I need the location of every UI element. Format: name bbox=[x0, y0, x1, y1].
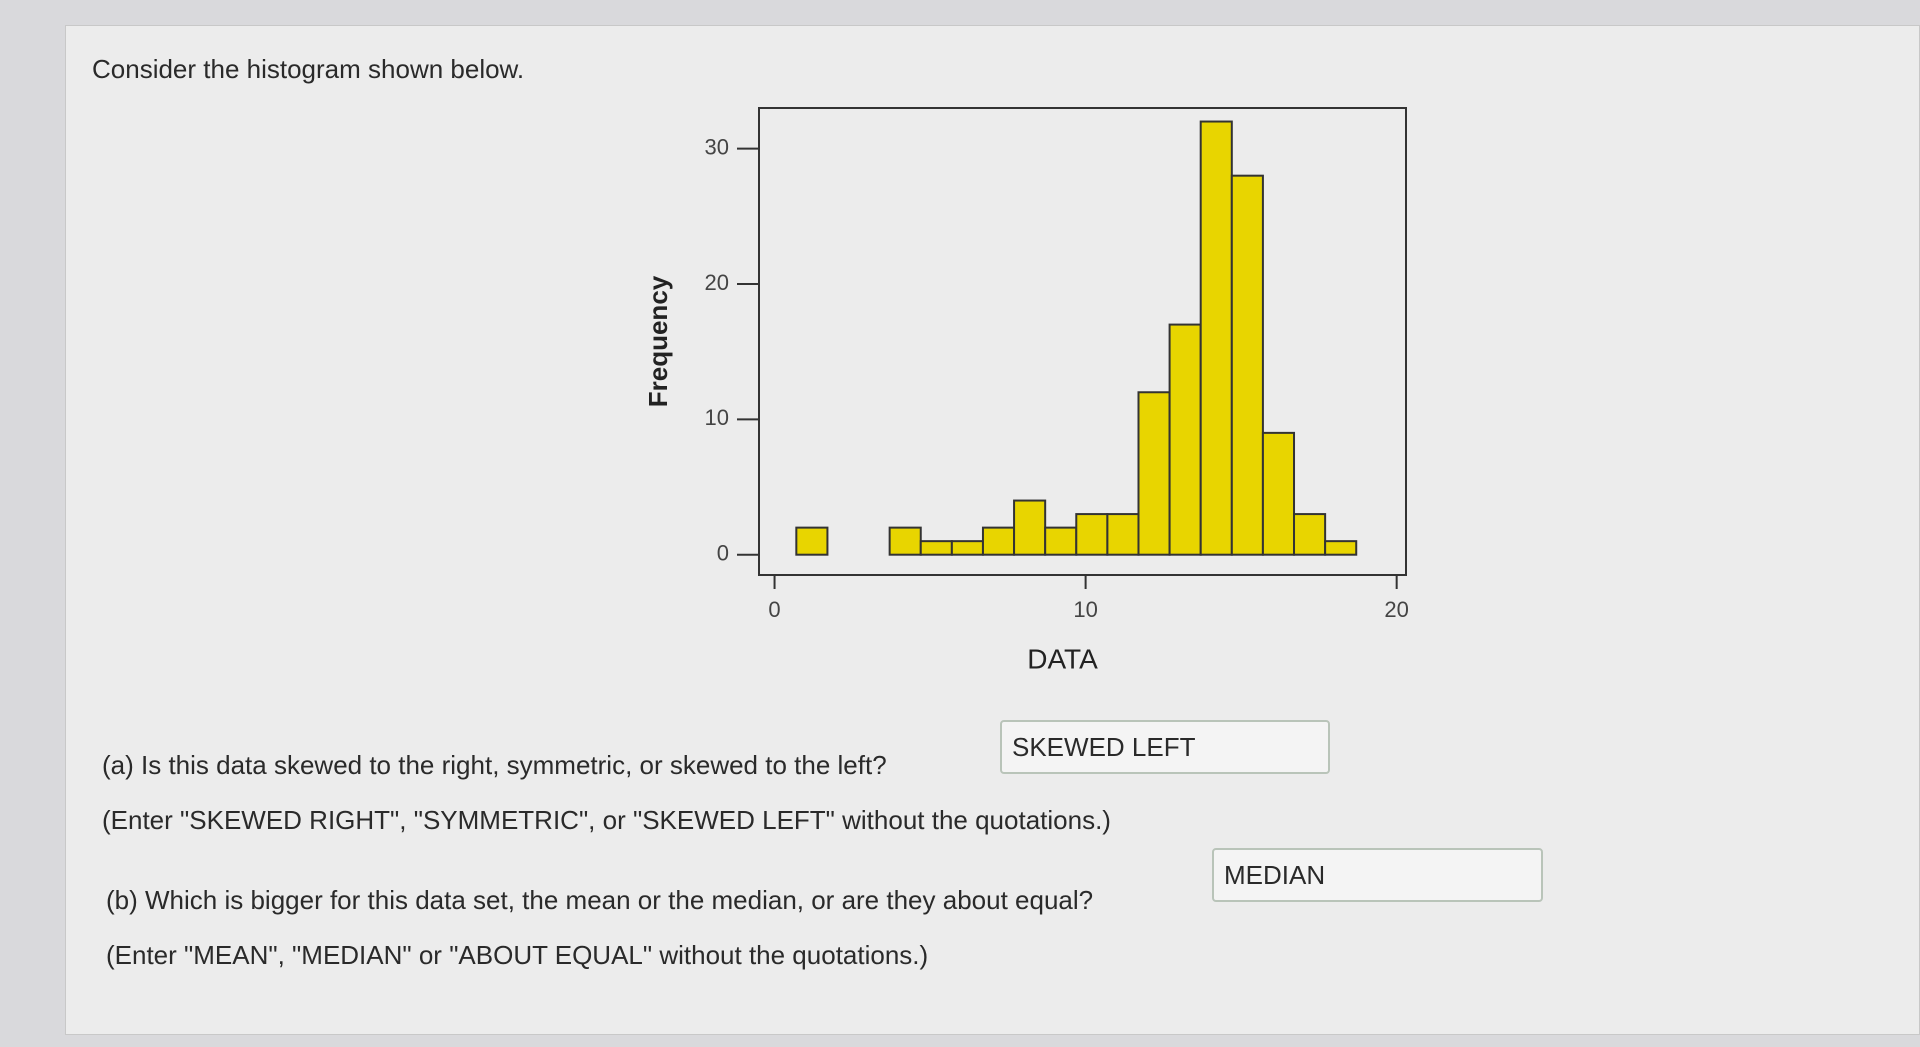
x-axis-label: DATA bbox=[1027, 643, 1098, 674]
question-b: (b) Which is bigger for this data set, t… bbox=[106, 885, 1094, 915]
y-tick-label: 0 bbox=[717, 541, 729, 566]
y-tick-label: 20 bbox=[705, 270, 729, 295]
histogram: 0 10 20 30 0 10 20 DATA Frequency bbox=[643, 107, 1409, 674]
plot-frame bbox=[758, 107, 1407, 576]
answer-input-b[interactable]: MEDIAN bbox=[1212, 848, 1543, 902]
bar bbox=[1075, 513, 1109, 556]
bar bbox=[1013, 499, 1047, 556]
answer-input-a[interactable]: SKEWED LEFT bbox=[1000, 720, 1330, 774]
bar bbox=[795, 526, 829, 556]
x-tick-label: 20 bbox=[1384, 597, 1408, 622]
hint-a: (Enter "SKEWED RIGHT", "SYMMETRIC", or "… bbox=[102, 805, 1111, 835]
bar bbox=[1137, 391, 1171, 556]
bar bbox=[1230, 174, 1264, 556]
bar bbox=[1044, 526, 1078, 556]
bar bbox=[1199, 120, 1233, 556]
question-a: (a) Is this data skewed to the right, sy… bbox=[102, 750, 887, 780]
y-axis-label: Frequency bbox=[643, 275, 673, 407]
bar bbox=[1261, 431, 1296, 556]
bar bbox=[950, 540, 984, 556]
bar bbox=[1168, 323, 1202, 556]
bar bbox=[981, 526, 1016, 556]
y-tick-label: 10 bbox=[705, 405, 729, 430]
bar bbox=[919, 540, 953, 556]
y-tick-label: 30 bbox=[705, 134, 729, 159]
bar bbox=[1106, 513, 1140, 556]
hint-b: (Enter "MEAN", "MEDIAN" or "ABOUT EQUAL"… bbox=[106, 940, 929, 970]
bar bbox=[1293, 513, 1327, 556]
bar bbox=[888, 526, 922, 556]
x-tick-label: 0 bbox=[768, 597, 780, 622]
intro-text: Consider the histogram shown below. bbox=[92, 54, 525, 84]
x-tick-label: 10 bbox=[1073, 597, 1097, 622]
bar bbox=[1324, 540, 1358, 556]
